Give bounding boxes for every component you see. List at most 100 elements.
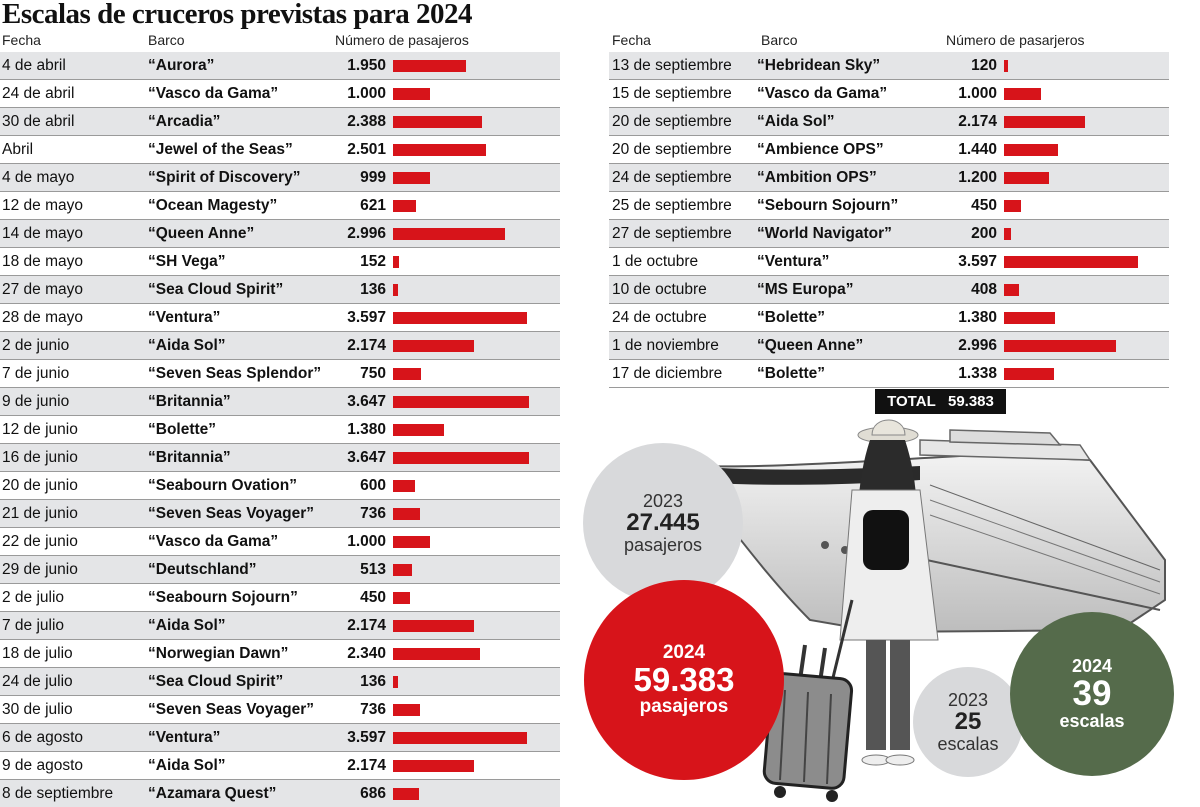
row-passengers: 1.440 bbox=[958, 141, 997, 158]
row-passengers: 2.996 bbox=[958, 337, 997, 354]
row-passengers: 200 bbox=[971, 225, 997, 242]
passengers-2024-bubble: 2024 59.383 pasajeros bbox=[584, 580, 784, 780]
row-passengers: 2.501 bbox=[347, 141, 386, 158]
passengers-2024-value: 59.383 bbox=[633, 660, 735, 698]
row-date: 30 de julio bbox=[2, 701, 73, 718]
total-label: TOTAL bbox=[887, 393, 936, 410]
passenger-bar bbox=[1004, 340, 1116, 352]
row-date: 13 de septiembre bbox=[612, 57, 732, 74]
row-ship: “Sea Cloud Spirit” bbox=[148, 281, 284, 298]
row-ship: “Aida Sol” bbox=[148, 337, 226, 354]
row-passengers: 120 bbox=[971, 57, 997, 74]
row-date: 20 de septiembre bbox=[612, 141, 732, 158]
table-row: 21 de junio “Seven Seas Voyager” 736 bbox=[0, 500, 560, 528]
table-row: 18 de julio “Norwegian Dawn” 2.340 bbox=[0, 640, 560, 668]
row-ship: “Ventura” bbox=[148, 729, 221, 746]
passenger-bar bbox=[393, 788, 419, 800]
table-row: 27 de septiembre “World Navigator” 200 bbox=[609, 220, 1169, 248]
passenger-bar bbox=[393, 396, 529, 408]
chart-title: Escalas de cruceros previstas para 2024 bbox=[2, 0, 472, 30]
passenger-bar bbox=[393, 508, 420, 520]
table-row: 22 de junio “Vasco da Gama” 1.000 bbox=[0, 528, 560, 556]
table-row: 30 de julio “Seven Seas Voyager” 736 bbox=[0, 696, 560, 724]
row-ship: “Ventura” bbox=[757, 253, 830, 270]
header-pax: Número de pasajeros bbox=[335, 32, 469, 48]
table-row: 24 de abril “Vasco da Gama” 1.000 bbox=[0, 80, 560, 108]
total-box: TOTAL 59.383 bbox=[875, 389, 1006, 414]
calls-2024-bubble: 2024 39 escalas bbox=[1010, 612, 1174, 776]
row-ship: “Hebridean Sky” bbox=[757, 57, 881, 74]
row-date: 14 de mayo bbox=[2, 225, 83, 242]
table-row: 7 de junio “Seven Seas Splendor” 750 bbox=[0, 360, 560, 388]
passengers-2023-label: pasajeros bbox=[623, 534, 703, 555]
row-date: 8 de septiembre bbox=[2, 785, 114, 802]
row-date: 28 de mayo bbox=[2, 309, 83, 326]
row-date: 20 de septiembre bbox=[612, 113, 732, 130]
row-ship: “MS Europa” bbox=[757, 281, 854, 298]
row-passengers: 152 bbox=[360, 253, 386, 270]
passenger-bar bbox=[1004, 116, 1085, 128]
passenger-bar bbox=[393, 452, 529, 464]
row-passengers: 600 bbox=[360, 477, 386, 494]
passenger-bar bbox=[393, 704, 420, 716]
passenger-bar bbox=[393, 592, 410, 604]
table-row: 13 de septiembre “Hebridean Sky” 120 bbox=[609, 52, 1169, 80]
passenger-bar bbox=[393, 116, 482, 128]
passenger-bar bbox=[393, 172, 430, 184]
passenger-bar bbox=[1004, 200, 1021, 212]
row-ship: “Queen Anne” bbox=[148, 225, 255, 242]
total-value: 59.383 bbox=[947, 393, 994, 410]
table-row: 25 de septiembre “Sebourn Sojourn” 450 bbox=[609, 192, 1169, 220]
table-row: 1 de octubre “Ventura” 3.597 bbox=[609, 248, 1169, 276]
cruise-ship-illustration bbox=[677, 419, 1166, 802]
row-date: 7 de junio bbox=[2, 365, 70, 382]
header-pax: Número de pasarjeros bbox=[946, 32, 1085, 48]
row-passengers: 736 bbox=[360, 505, 386, 522]
row-ship: “Bolette” bbox=[148, 421, 217, 438]
table-row: 2 de julio “Seabourn Sojourn” 450 bbox=[0, 584, 560, 612]
passenger-bar bbox=[393, 200, 416, 212]
passenger-bar bbox=[1004, 284, 1019, 296]
row-passengers: 1.200 bbox=[958, 169, 997, 186]
row-passengers: 2.174 bbox=[347, 617, 386, 634]
table-row: 24 de julio “Sea Cloud Spirit” 136 bbox=[0, 668, 560, 696]
row-passengers: 1.950 bbox=[347, 57, 386, 74]
passenger-bar bbox=[1004, 88, 1041, 100]
row-ship: “Sebourn Sojourn” bbox=[757, 197, 899, 214]
passenger-bar bbox=[1004, 144, 1058, 156]
row-ship: “Britannia” bbox=[148, 393, 231, 410]
row-ship: “Aurora” bbox=[148, 57, 215, 74]
table-row: 8 de septiembre “Azamara Quest” 686 bbox=[0, 780, 560, 807]
passengers-2023-bubble: 2023 27.445 pasajeros bbox=[583, 443, 743, 603]
row-ship: “Seven Seas Splendor” bbox=[148, 365, 322, 382]
row-ship: “Norwegian Dawn” bbox=[148, 645, 289, 662]
row-passengers: 3.597 bbox=[347, 729, 386, 746]
passenger-bar bbox=[393, 564, 412, 576]
row-passengers: 1.000 bbox=[347, 85, 386, 102]
table-row: 4 de abril “Aurora” 1.950 bbox=[0, 52, 560, 80]
row-ship: “SH Vega” bbox=[148, 253, 226, 270]
row-ship: “Jewel of the Seas” bbox=[148, 141, 293, 158]
passenger-bar bbox=[393, 536, 430, 548]
passenger-bar bbox=[393, 228, 505, 240]
passenger-bar bbox=[393, 480, 415, 492]
passenger-bar bbox=[393, 60, 466, 72]
row-date: 18 de mayo bbox=[2, 253, 83, 270]
table-row: 30 de abril “Arcadia” 2.388 bbox=[0, 108, 560, 136]
row-date: 24 de abril bbox=[2, 85, 75, 102]
row-ship: “Deutschland” bbox=[148, 561, 257, 578]
passenger-bar bbox=[393, 256, 399, 268]
row-passengers: 3.647 bbox=[347, 393, 386, 410]
passenger-bar bbox=[393, 648, 480, 660]
row-date: 2 de julio bbox=[2, 589, 65, 606]
table-row: 20 de septiembre “Aida Sol” 2.174 bbox=[609, 108, 1169, 136]
row-passengers: 3.597 bbox=[958, 253, 997, 270]
table-row: 12 de junio “Bolette” 1.380 bbox=[0, 416, 560, 444]
passenger-bar bbox=[1004, 312, 1055, 324]
table-row: 28 de mayo “Ventura” 3.597 bbox=[0, 304, 560, 332]
header-ship: Barco bbox=[761, 32, 798, 48]
table-row: 10 de octubre “MS Europa” 408 bbox=[609, 276, 1169, 304]
row-date: 24 de octubre bbox=[612, 309, 707, 326]
header-date: Fecha bbox=[2, 32, 41, 48]
row-date: 15 de septiembre bbox=[612, 85, 732, 102]
